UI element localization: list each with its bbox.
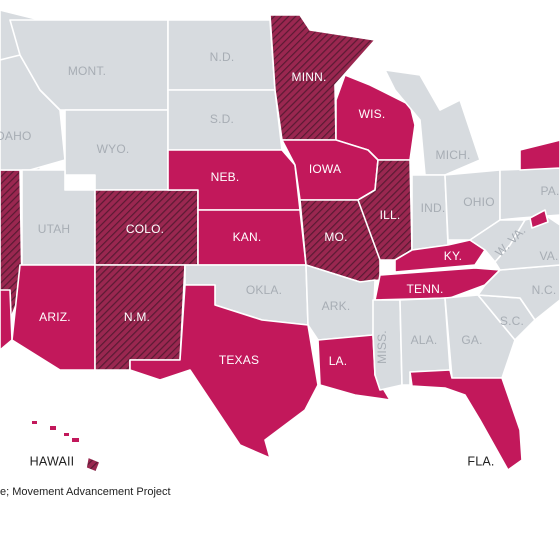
label-mont: MONT. <box>68 64 106 78</box>
state-georgia[interactable] <box>444 294 516 379</box>
hawaii-islet <box>32 421 37 424</box>
state-new-york-region <box>519 139 560 171</box>
label-texas: TEXAS <box>219 353 259 367</box>
state-hawaii-main[interactable] <box>85 456 101 473</box>
label-va: VA. <box>539 249 558 263</box>
state-florida[interactable] <box>409 369 523 471</box>
label-nd: N.D. <box>210 50 235 64</box>
label-ind: IND. <box>421 201 446 215</box>
label-nm: N.M. <box>124 310 150 324</box>
label-miss: MISS. <box>375 330 389 364</box>
label-utah: UTAH <box>38 222 71 236</box>
label-colo: COLO. <box>126 222 164 236</box>
label-fla: FLA. <box>467 454 494 468</box>
source-credit: e; Movement Advancement Project <box>0 486 171 498</box>
label-ala: ALA. <box>411 333 438 347</box>
state-new-jersey-region <box>529 209 549 229</box>
label-minn: MINN. <box>292 70 327 84</box>
label-kan: KAN. <box>233 230 262 244</box>
label-sc: S.C. <box>500 314 524 328</box>
label-ky: KY. <box>444 249 462 263</box>
label-ark: ARK. <box>322 299 351 313</box>
label-ariz: ARIZ. <box>39 310 71 324</box>
label-mo: MO. <box>324 230 347 244</box>
label-idaho: IDAHO <box>0 129 32 143</box>
hawaii-islet <box>50 426 56 430</box>
label-pa: PA. <box>540 184 559 198</box>
label-sd: S.D. <box>210 112 234 126</box>
state-utah[interactable] <box>21 169 96 266</box>
label-okla: OKLA. <box>246 283 282 297</box>
hawaii-islands[interactable] <box>32 421 101 473</box>
state-michigan[interactable] <box>384 69 481 176</box>
label-ga: GA. <box>461 333 482 347</box>
label-ohio: OHIO <box>463 195 494 209</box>
state-texas[interactable] <box>129 284 319 459</box>
label-wis: WIS. <box>359 107 386 121</box>
label-neb: NEB. <box>211 170 240 184</box>
label-tenn: TENN. <box>407 282 444 296</box>
label-nc: N.C. <box>532 283 557 297</box>
label-ill: ILL. <box>380 208 401 222</box>
state-california-partial[interactable] <box>0 289 13 351</box>
hawaii-islet <box>72 438 79 442</box>
label-iowa: IOWA <box>309 162 341 176</box>
label-mich: MICH. <box>436 148 471 162</box>
state-illinois[interactable] <box>357 159 413 261</box>
state-virginia[interactable] <box>494 214 560 271</box>
label-wyo: WYO. <box>97 142 130 156</box>
label-la: LA. <box>329 354 348 368</box>
label-hawaii: HAWAII <box>30 454 75 468</box>
state-arizona[interactable] <box>11 264 96 371</box>
hawaii-islet <box>64 433 69 436</box>
state-minnesota[interactable] <box>269 14 376 141</box>
